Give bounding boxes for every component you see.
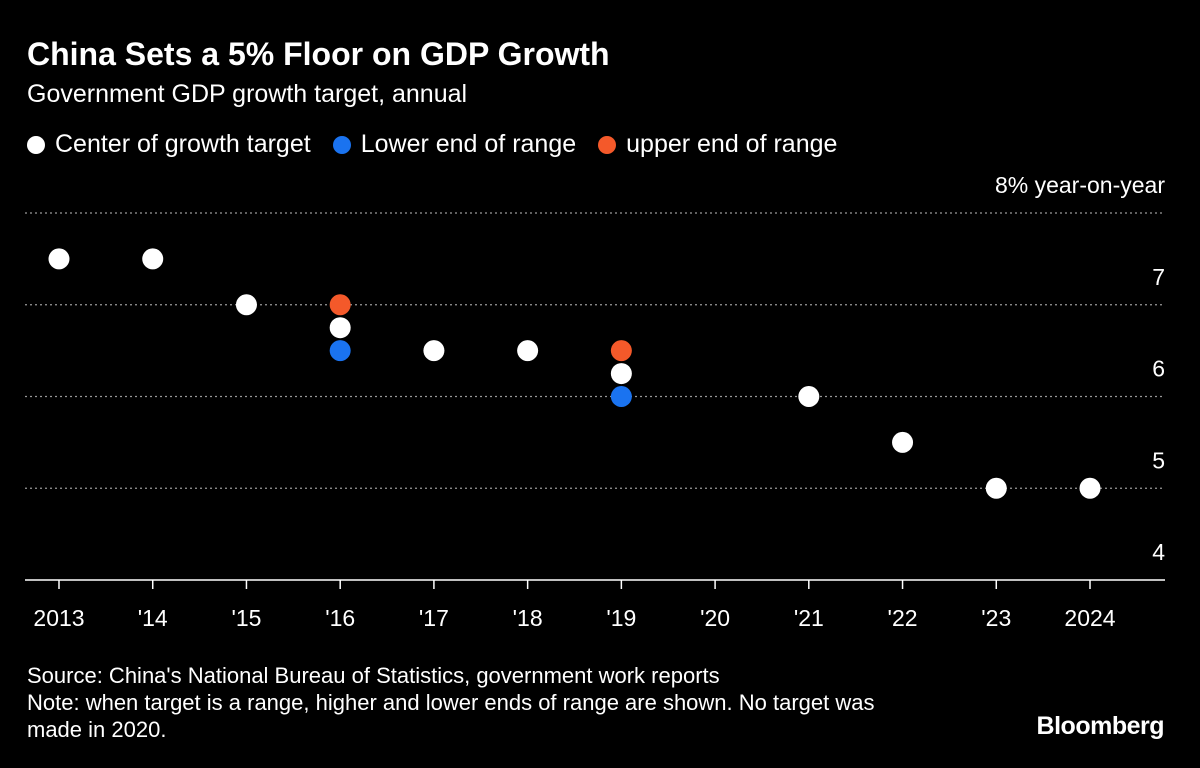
x-tick-label: 2024 [1064,605,1115,631]
dot [1079,477,1101,499]
note: Note: when target is a range, higher and… [27,690,875,742]
legend-item: Center of growth target [27,130,311,159]
dot [329,294,351,316]
y-tick-label: 7 [1152,264,1165,290]
x-tick-label: '15 [231,605,261,631]
dot [329,317,351,339]
dot [610,363,632,385]
x-tick-label: '20 [700,605,730,631]
dot [610,386,632,407]
x-tick-label: '17 [419,605,449,631]
chart-subtitle: Government GDP growth target, annual [27,80,468,108]
dot [892,431,914,453]
dot [423,340,445,362]
x-tick-label: '22 [888,605,918,631]
x-tick-label: '19 [606,605,636,631]
y-tick-label: 6 [1152,356,1165,382]
legend-label: Center of growth target [55,130,311,158]
legend-label: upper end of range [626,130,838,158]
legend-item: Lower end of range [332,130,577,159]
dot [142,248,164,270]
x-tick-label: 2013 [33,605,84,631]
dot [798,386,820,407]
x-tick-label: '23 [981,605,1011,631]
x-tick-label: '14 [138,605,168,631]
x-tick-label: '18 [513,605,543,631]
dot [48,248,70,270]
source: Source: China's National Bureau of Stati… [27,663,720,688]
x-tick-label: '21 [794,605,824,631]
y-tick-label: 4 [1152,539,1165,565]
dot [517,340,539,362]
x-tick-label: '16 [325,605,355,631]
brand: Bloomberg [1036,712,1165,740]
dot [985,477,1007,499]
y-tick-label: 8% year-on-year [995,172,1165,198]
legend: Center of growth target Lower end of rang… [27,130,837,159]
legend-swatch [598,135,617,154]
footer: Source: China's National Bureau of Stati… [27,662,917,743]
chart-title: China Sets a 5% Floor on GDP Growth [27,36,610,72]
y-tick-label: 5 [1152,447,1165,473]
dot [329,340,351,362]
legend-swatch [27,135,45,154]
dot [235,294,257,316]
dot [610,340,632,362]
legend-label: Lower end of range [360,130,577,158]
legend-item: upper end of range [598,130,837,159]
legend-swatch [332,135,351,154]
